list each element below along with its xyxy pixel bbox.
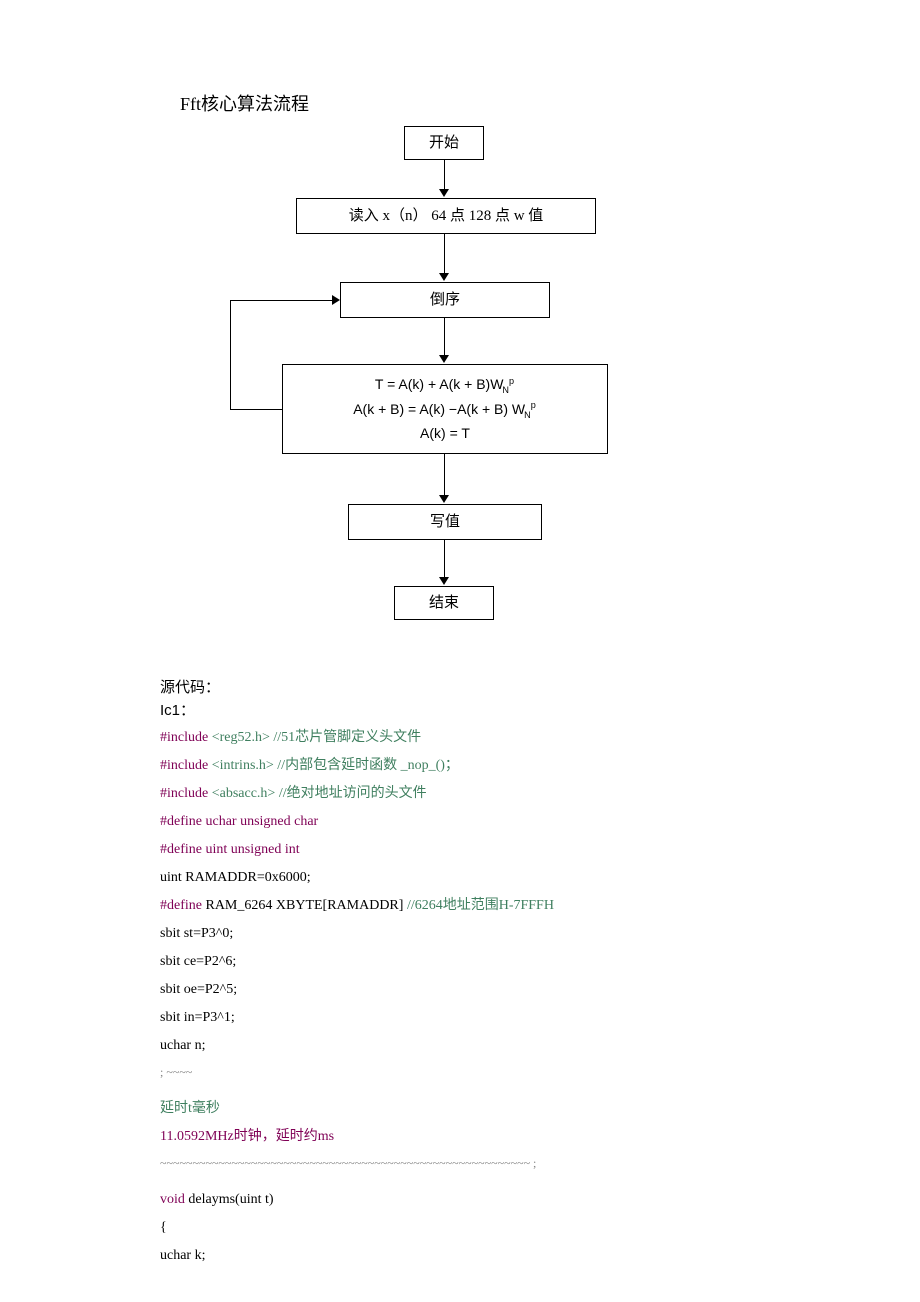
arrow-head-icon xyxy=(439,495,449,503)
code-inc: <absacc.h> xyxy=(208,786,279,801)
node-read-label: 读入 x（n） 64 点 128 点 w 值 xyxy=(349,205,544,228)
code-pre: #define xyxy=(160,814,202,829)
arrow-head-right-icon xyxy=(332,295,340,305)
code-pre: #define xyxy=(160,842,202,857)
arrow-head-icon xyxy=(439,577,449,585)
code-pre: #define xyxy=(160,898,202,913)
calc-l1-text: T = A(k) + A(k + B)W xyxy=(375,376,504,392)
ic1-label: Ic1： xyxy=(160,699,760,720)
code-separator: ; ~~~~ xyxy=(160,1060,590,1084)
code-comment: //绝对地址访问的头文件 xyxy=(279,786,427,801)
loop-line-v xyxy=(230,300,231,410)
code-line: sbit ce=P2^6; xyxy=(160,954,236,969)
code-rest: uchar unsigned char xyxy=(202,814,318,829)
code-mid: RAM_6264 XBYTE[RAMADDR] xyxy=(202,898,407,913)
code-line: sbit st=P3^0; xyxy=(160,926,233,941)
calc-l2-sup: p xyxy=(531,400,536,410)
code-line: sbit oe=P2^5; xyxy=(160,982,237,997)
arrow-head-icon xyxy=(439,189,449,197)
code-line: sbit in=P3^1; xyxy=(160,1010,235,1025)
arrow xyxy=(444,454,445,496)
arrow-head-icon xyxy=(439,273,449,281)
code-block: #include <reg52.h> //51芯片管脚定义头文件 #includ… xyxy=(160,724,760,1270)
code-comment: //51芯片管脚定义头文件 xyxy=(273,730,421,745)
arrow xyxy=(444,318,445,356)
delay-subtitle: 11.0592MHz时钟，延时约ms xyxy=(160,1129,334,1144)
calc-l2-sub: N xyxy=(524,410,531,420)
flowchart: 开始 读入 x（n） 64 点 128 点 w 值 倒序 T = A(k) + … xyxy=(200,126,720,656)
node-write: 写值 xyxy=(348,504,542,540)
arrow xyxy=(444,160,445,190)
delay-title: 延时t毫秒 xyxy=(160,1101,220,1116)
page-container: Fft核心算法流程 开始 读入 x（n） 64 点 128 点 w 值 倒序 T… xyxy=(0,0,920,1302)
node-reverse: 倒序 xyxy=(340,282,550,318)
code-pre: #include xyxy=(160,730,208,745)
source-code-label: 源代码： xyxy=(160,676,760,697)
code-rest: uint unsigned int xyxy=(202,842,300,857)
code-inc: <intrins.h> xyxy=(208,758,277,773)
loop-line-h1 xyxy=(230,409,282,410)
node-calc: T = A(k) + A(k + B)WNp A(k + B) = A(k) −… xyxy=(282,364,608,454)
calc-content: T = A(k) + A(k + B)WNp A(k + B) = A(k) −… xyxy=(353,373,537,444)
code-line: uchar n; xyxy=(160,1038,205,1053)
code-inc: <reg52.h> xyxy=(208,730,273,745)
code-comment: //内部包含延时函数 _nop_()； xyxy=(277,758,459,773)
node-end: 结束 xyxy=(394,586,494,620)
node-start: 开始 xyxy=(404,126,484,160)
code-comment: //6264地址范围H-7FFFH xyxy=(407,898,554,913)
code-rest: delayms(uint t) xyxy=(185,1192,274,1207)
code-line: uint RAMADDR=0x6000; xyxy=(160,870,311,885)
node-end-label: 结束 xyxy=(429,592,459,615)
calc-l2-text: A(k + B) = A(k) −A(k + B) W xyxy=(353,401,525,417)
arrow-head-icon xyxy=(439,355,449,363)
calc-l1-sup: p xyxy=(509,376,514,386)
calc-line-1: T = A(k) + A(k + B)WNp xyxy=(353,373,537,397)
loop-line-h2 xyxy=(230,300,338,301)
node-write-label: 写值 xyxy=(430,511,460,534)
code-pre: #include xyxy=(160,786,208,801)
arrow xyxy=(444,234,445,274)
code-kw: void xyxy=(160,1192,185,1207)
calc-l1-sub: N xyxy=(502,385,509,395)
node-start-label: 开始 xyxy=(429,132,459,155)
node-read: 读入 x（n） 64 点 128 点 w 值 xyxy=(296,198,596,234)
arrow xyxy=(444,540,445,578)
code-pre: #include xyxy=(160,758,208,773)
calc-line-3: A(k) = T xyxy=(353,422,537,444)
code-line: uchar k; xyxy=(160,1248,205,1263)
code-separator: ~~~~~~~~~~~~~~~~~~~~~~~~~~~~~~~~~~~~~~~~… xyxy=(160,1151,590,1175)
calc-line-2: A(k + B) = A(k) −A(k + B) WNp xyxy=(353,398,537,422)
code-line: { xyxy=(160,1220,167,1235)
node-reverse-label: 倒序 xyxy=(430,289,460,312)
diagram-title: Fft核心算法流程 xyxy=(180,90,760,116)
